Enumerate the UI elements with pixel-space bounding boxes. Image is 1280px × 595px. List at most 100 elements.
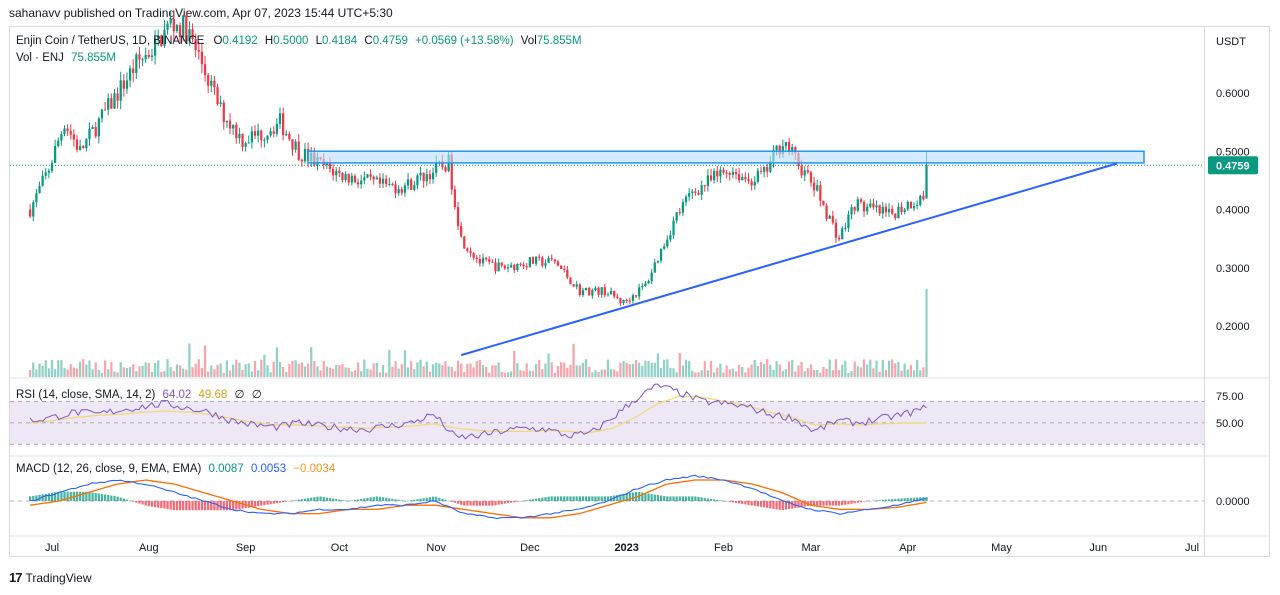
- macd-histogram-bar: [263, 501, 266, 506]
- volume-bar: [72, 367, 75, 377]
- macd-histogram-bar: [756, 501, 759, 507]
- macd-histogram-bar: [325, 497, 328, 501]
- volume-bar: [300, 362, 303, 377]
- candle-body: [38, 185, 41, 194]
- price-tick-label: 0.2000: [1216, 321, 1250, 333]
- macd-histogram-bar: [41, 494, 44, 501]
- volume-bar: [235, 359, 238, 377]
- candle-body: [397, 189, 400, 194]
- macd-histogram-bar: [381, 497, 385, 501]
- volume-bar: [456, 360, 460, 377]
- macd-histogram-bar: [566, 496, 569, 501]
- macd-histogram-bar: [766, 501, 769, 508]
- macd-histogram-bar: [678, 496, 681, 501]
- candle-body: [338, 171, 341, 173]
- volume-bar: [225, 360, 229, 377]
- volume-bar: [47, 368, 51, 377]
- volume-bar: [809, 364, 813, 377]
- chart-frame[interactable]: [9, 26, 1204, 557]
- volume-bar: [541, 369, 544, 377]
- macd-histogram-bar: [713, 499, 716, 501]
- candle-body: [694, 191, 697, 193]
- candle-body: [297, 141, 300, 160]
- candle-body: [228, 120, 232, 129]
- volume-bar: [447, 366, 450, 377]
- candle-body: [350, 175, 353, 183]
- macd-histogram-bar: [762, 501, 766, 508]
- volume-bar: [194, 363, 197, 377]
- volume-bar: [491, 365, 494, 377]
- volume-bar: [894, 363, 897, 377]
- volume-bar: [344, 367, 347, 377]
- volume-bar: [394, 361, 397, 377]
- volume-bar: [609, 369, 613, 377]
- volume-bar: [781, 370, 784, 377]
- candle-body: [566, 269, 569, 278]
- volume-bar: [812, 370, 816, 377]
- macd-histogram-bar: [731, 501, 735, 503]
- macd-histogram-bar: [716, 499, 719, 501]
- volume-bar: [566, 367, 569, 377]
- volume-bar: [569, 364, 572, 377]
- macd-histogram-bar: [406, 500, 410, 502]
- macd-histogram-bar: [107, 494, 110, 501]
- volume-bar: [750, 364, 753, 377]
- candle-body: [353, 175, 357, 183]
- volume-bar: [410, 361, 413, 377]
- candle-body: [781, 146, 784, 155]
- macd-histogram-bar: [460, 501, 463, 505]
- macd-histogram-bar: [444, 499, 447, 501]
- volume-bar: [628, 364, 631, 377]
- candle-body: [178, 25, 182, 38]
- macd-histogram-bar: [85, 491, 88, 501]
- candle-body: [613, 290, 616, 297]
- macd-histogram-bar: [78, 491, 82, 501]
- close-value: 0.4759: [372, 35, 408, 47]
- candle-body: [903, 209, 906, 213]
- candle-body: [400, 189, 403, 193]
- volume-bar: [444, 361, 447, 377]
- volume-bar: [153, 362, 157, 377]
- candle-body: [35, 193, 38, 203]
- volume-bar: [891, 359, 894, 377]
- volume-bar: [178, 365, 182, 377]
- volume-bar: [216, 364, 219, 377]
- volume-bar: [753, 359, 756, 377]
- macd-histogram-bar: [241, 501, 244, 509]
- volume-bar: [425, 361, 428, 377]
- candle-body: [603, 287, 606, 296]
- macd-histogram-bar: [135, 501, 138, 503]
- macd-histogram-bar: [503, 501, 507, 504]
- last-price-tag: [1208, 156, 1258, 175]
- macd-signal-line: [30, 479, 927, 519]
- macd-histogram-bar: [759, 501, 763, 507]
- volume-bar: [525, 363, 528, 377]
- macd-histogram-bar: [847, 501, 850, 505]
- candle-body: [331, 168, 335, 176]
- macd-histogram-bar: [494, 501, 497, 506]
- price-tick-label: 0.4000: [1216, 205, 1250, 217]
- macd-histogram-bar: [125, 499, 129, 501]
- candle-body: [460, 226, 463, 237]
- volume-bar: [759, 361, 763, 377]
- candle-body: [653, 262, 656, 273]
- candle-body: [138, 54, 141, 60]
- candle-body: [260, 130, 263, 141]
- volume-bar: [97, 369, 100, 377]
- price-axis[interactable]: [1204, 26, 1270, 557]
- candle-body: [394, 184, 397, 194]
- macd-histogram-bar: [834, 501, 838, 506]
- candle-body: [160, 35, 163, 46]
- price-tick-label: 0.6000: [1216, 88, 1250, 100]
- tradingview-brand[interactable]: 17 TradingView: [9, 570, 92, 585]
- macd-histogram-bar: [313, 497, 316, 501]
- macd-histogram-bar: [306, 498, 310, 501]
- volume-bar: [778, 364, 781, 377]
- volume-bar: [66, 369, 69, 377]
- volume-bar: [650, 362, 653, 377]
- volume-bar: [887, 360, 891, 377]
- candle-body: [263, 139, 266, 141]
- time-tick-label: Sep: [236, 542, 256, 554]
- macd-histogram-bar: [203, 501, 207, 511]
